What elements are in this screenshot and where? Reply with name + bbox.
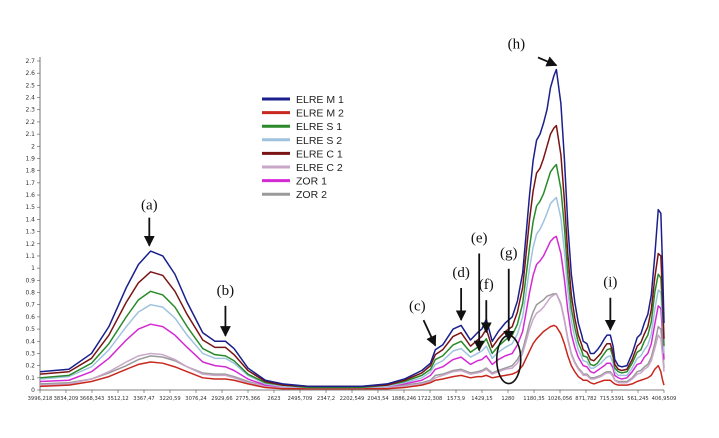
y-tick-label: 0.2 xyxy=(25,363,35,370)
x-tick-label: 2929,66 xyxy=(211,396,232,402)
x-tick-label: 2347,2 xyxy=(317,396,335,402)
legend-entry-0: ELRE M 1 xyxy=(296,94,344,106)
y-tick-label: 0.8 xyxy=(25,290,35,297)
series-line-5 xyxy=(39,292,665,390)
x-tick-label: 1180,35 xyxy=(523,396,544,402)
y-tick-label: 1.8 xyxy=(25,168,35,175)
series-line-4 xyxy=(39,124,665,388)
axes: 0 0.1 0.2 0.3 0.4 0.5 0.6 0.7 0.8 0.9 1 1.1 1.2 1.3 1.… xyxy=(25,57,676,402)
x-tick-label: 871,782 xyxy=(575,396,596,402)
legend-entry-7: ZOR 2 xyxy=(296,189,327,201)
legend-entry-4: ELRE C 1 xyxy=(296,148,343,160)
y-tick-label: 2.3 xyxy=(25,107,35,114)
x-tick-label: 3512,12 xyxy=(107,396,128,402)
series-line-3 xyxy=(39,196,665,389)
x-tick-label: 3996,218 xyxy=(28,396,53,402)
legend-entry-6: ZOR 1 xyxy=(296,176,327,188)
x-tick-label: 3668,343 xyxy=(80,396,105,402)
y-tick-label: 2.7 xyxy=(25,58,35,65)
series-line-7 xyxy=(39,292,665,390)
annotation-label-0: (a) xyxy=(141,198,158,214)
x-tick-label: 1280 xyxy=(501,396,514,402)
y-tick-label: 2.6 xyxy=(25,70,35,77)
y-tick-label: 2 xyxy=(31,143,35,150)
x-tick-label: 406,9509 xyxy=(652,396,677,402)
y-tick-label: 0.4 xyxy=(25,338,35,345)
y-tick-label: 0.3 xyxy=(25,350,35,357)
legend-entry-1: ELRE M 2 xyxy=(296,108,344,120)
x-tick-label: 3220,59 xyxy=(159,396,180,402)
y-tick-label: 1 xyxy=(31,265,35,272)
series-line-1 xyxy=(39,324,665,390)
y-tick-label: 0.9 xyxy=(25,277,35,284)
annotation-arrow-2 xyxy=(422,319,437,347)
series-layer xyxy=(39,68,665,390)
y-tick-label: 0.6 xyxy=(25,314,35,321)
x-tick-label: 715,5391 xyxy=(600,396,625,402)
annotation-circle-g xyxy=(495,334,522,385)
y-tick-label: 1.1 xyxy=(25,253,35,260)
annotation-label-6: (g) xyxy=(500,246,518,262)
legend-entry-5: ELRE C 2 xyxy=(296,162,343,174)
annotation-label-3: (d) xyxy=(452,265,470,281)
y-tick-label: 1.5 xyxy=(25,204,35,211)
y-tick-label: 0 xyxy=(31,387,35,394)
annotation-label-8: (i) xyxy=(603,275,617,291)
x-tick-label: 1429,15 xyxy=(471,396,492,402)
y-tick-label: 1.6 xyxy=(25,192,35,199)
annotation-label-2: (c) xyxy=(409,299,426,315)
x-tick-label: 3076,24 xyxy=(185,396,207,402)
y-tick-label: 0.5 xyxy=(25,326,35,333)
legend-entry-2: ELRE S 1 xyxy=(296,121,342,133)
y-tick-label: 0.7 xyxy=(25,302,35,309)
x-tick-label: 1722,308 xyxy=(418,396,443,402)
x-tick-label: 2043,54 xyxy=(367,396,389,402)
x-tick-label: 3834,209 xyxy=(54,396,79,402)
x-tick-label: 2775,366 xyxy=(236,396,261,402)
annotation-label-7: (h) xyxy=(508,36,526,52)
x-tick-label: 1026,056 xyxy=(548,396,573,402)
series-line-2 xyxy=(39,163,665,389)
y-tick-label: 1.9 xyxy=(25,155,35,162)
annotation-layer: (a) (b) (c) (d) (e) (f) (g) (h) (i) xyxy=(141,36,617,385)
annotation-label-1: (b) xyxy=(217,283,235,299)
y-tick-label: 1.4 xyxy=(25,216,35,223)
y-tick-label: 2.5 xyxy=(25,82,35,89)
y-tick-label: 1.3 xyxy=(25,229,35,236)
y-tick-label: 0.1 xyxy=(25,375,35,382)
y-tick-label: 1.7 xyxy=(25,180,35,187)
y-tick-label: 1.2 xyxy=(25,241,35,248)
x-tick-label: 2623 xyxy=(267,396,280,402)
y-tick-label: 2.2 xyxy=(25,119,35,126)
legend-entry-3: ELRE S 2 xyxy=(296,135,342,147)
series-line-0 xyxy=(39,68,665,388)
series-line-6 xyxy=(39,235,665,389)
x-tick-label: 1573,9 xyxy=(447,396,465,402)
x-tick-label: 561,245 xyxy=(627,396,648,402)
annotation-arrow-7 xyxy=(537,56,558,67)
x-tick-label: 2495,709 xyxy=(288,396,313,402)
annotation-label-5: (f) xyxy=(479,277,494,293)
x-tick-label: 2202,549 xyxy=(340,396,365,402)
annotation-label-4: (e) xyxy=(471,230,488,246)
y-tick-label: 2.1 xyxy=(25,131,35,138)
y-tick-label: 2.4 xyxy=(25,95,35,102)
x-tick-label: 1886,246 xyxy=(392,396,417,402)
x-tick-label: 3367,47 xyxy=(133,396,154,402)
